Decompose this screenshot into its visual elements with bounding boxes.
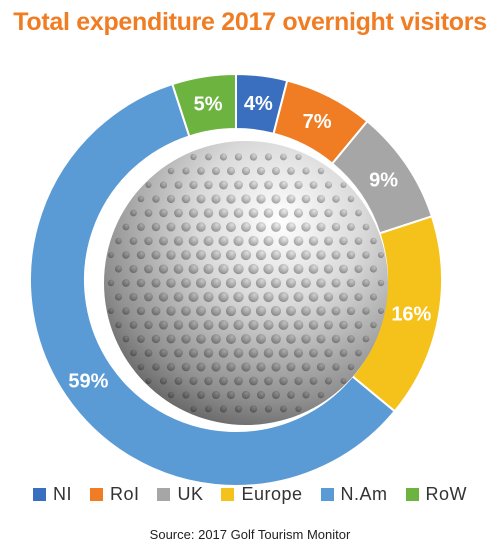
golf-ball-icon — [104, 141, 388, 425]
legend-item-roi: RoI — [89, 484, 140, 505]
slice-row — [171, 72, 237, 138]
legend-swatch — [157, 488, 171, 501]
chart-title: Total expenditure 2017 overnight visitor… — [13, 8, 487, 36]
legend-label: Europe — [241, 484, 303, 504]
legend-label: RoI — [109, 484, 140, 504]
legend-swatch — [89, 488, 103, 501]
source-note: Source: 2017 Golf Tourism Monitor — [149, 527, 351, 542]
slice-label-uk: 9% — [369, 170, 398, 192]
chart-legend: NI RoI UK Europe N.Am RoW — [0, 484, 500, 505]
slice-nam — [29, 82, 397, 487]
legend-label: UK — [177, 484, 204, 504]
legend-label: NI — [52, 484, 72, 504]
slice-label-nam: 59% — [68, 370, 108, 392]
legend-item-nam: N.Am — [320, 484, 388, 505]
slice-label-row: 5% — [194, 94, 223, 116]
slice-label-roi: 7% — [303, 111, 332, 133]
legend-label: N.Am — [340, 484, 388, 504]
legend-swatch — [320, 488, 334, 501]
legend-swatch — [405, 488, 419, 501]
legend-item-row: RoW — [405, 484, 468, 505]
slice-label-ni: 4% — [244, 93, 273, 115]
legend-item-ni: NI — [32, 484, 72, 505]
legend-swatch — [221, 488, 235, 501]
legend-swatch — [32, 488, 46, 501]
legend-label: RoW — [425, 484, 468, 504]
slice-label-europe: 16% — [391, 303, 431, 325]
legend-item-uk: UK — [157, 484, 203, 505]
legend-item-europe: Europe — [221, 484, 302, 505]
